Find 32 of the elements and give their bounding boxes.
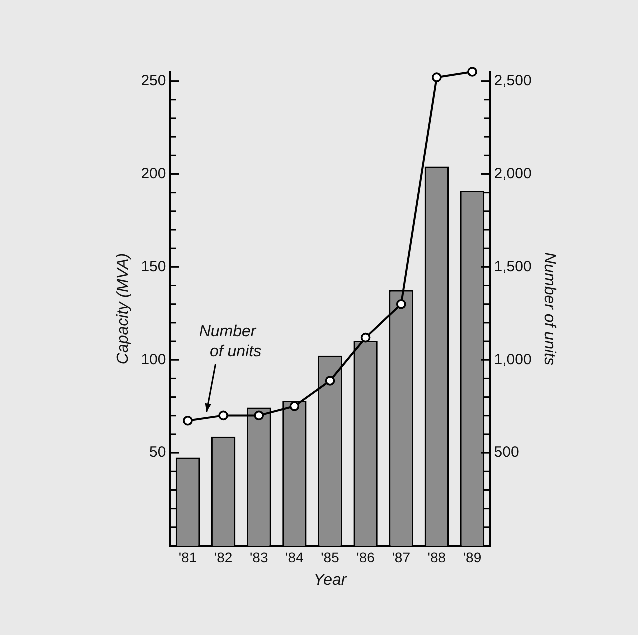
x-tick-label: '87 bbox=[392, 549, 411, 566]
y2-tick-label: 500 bbox=[494, 444, 520, 462]
y2-axis-title: Number of units bbox=[540, 252, 558, 366]
y-tick-label: 100 bbox=[141, 351, 166, 368]
y-tick-label: 250 bbox=[141, 72, 166, 90]
x-tick-label: '86 bbox=[356, 549, 376, 566]
point bbox=[325, 376, 336, 386]
y2-tick-label: 1,500 bbox=[494, 258, 532, 276]
point bbox=[254, 410, 264, 421]
x-tick-label: '83 bbox=[250, 549, 268, 566]
y-tick-label: 200 bbox=[141, 165, 166, 182]
point bbox=[218, 410, 228, 421]
point bbox=[290, 402, 300, 412]
x-tick-label: '82 bbox=[214, 549, 233, 566]
x-tick-label: '84 bbox=[286, 549, 304, 566]
x-tick-label: '89 bbox=[463, 549, 482, 566]
x-axis-title: Year bbox=[314, 572, 348, 589]
y-axis-title: Capacity (MVA) bbox=[115, 253, 132, 365]
point bbox=[183, 416, 193, 426]
x-tick-label: '81 bbox=[178, 549, 198, 566]
y2-tick-label: 2,500 bbox=[494, 72, 532, 90]
y2-tick-label: 1,000 bbox=[494, 351, 532, 368]
y2-tick-label: 2,000 bbox=[494, 165, 532, 182]
y-tick-label: 150 bbox=[141, 258, 166, 276]
point bbox=[432, 72, 442, 82]
point bbox=[468, 67, 478, 77]
x-tick-label: '85 bbox=[321, 549, 340, 566]
x-tick-label: '88 bbox=[428, 549, 446, 566]
point bbox=[396, 299, 406, 310]
text: Number of units bbox=[199, 323, 262, 360]
point bbox=[360, 332, 371, 343]
y-tick-label: 50 bbox=[150, 444, 166, 462]
